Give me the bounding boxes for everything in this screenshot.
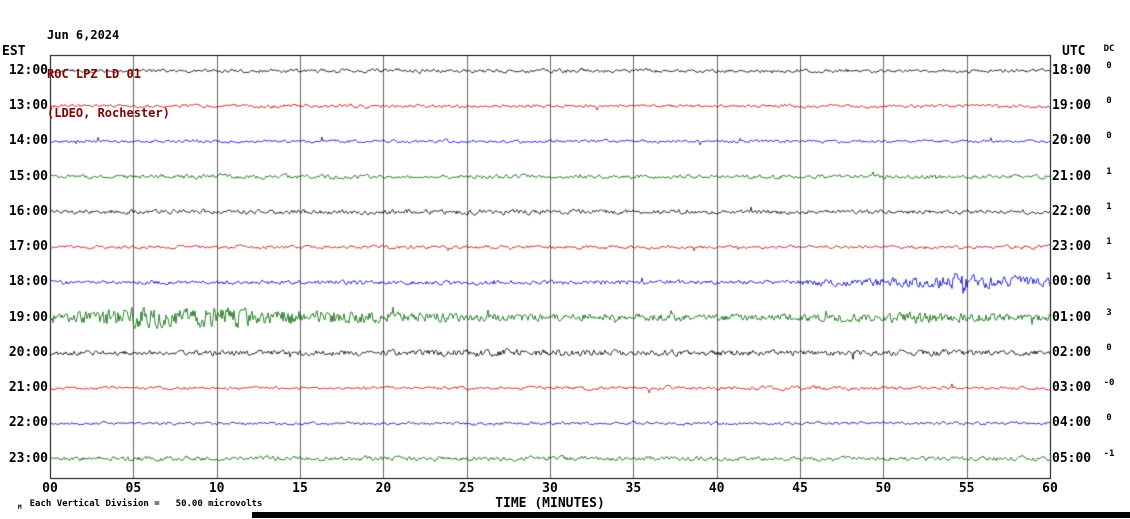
x-tick-label: 35 bbox=[625, 481, 642, 496]
dc-value: 1 bbox=[1106, 201, 1112, 212]
utc-time-label: 21:00 bbox=[1052, 168, 1092, 184]
header-station: ROC LPZ LD 01 bbox=[47, 67, 141, 81]
est-time-label: 17:00 bbox=[8, 239, 48, 255]
dc-value: 1 bbox=[1106, 272, 1112, 283]
bottom-rule bbox=[252, 512, 1130, 518]
left-axis-label: EST bbox=[2, 44, 26, 59]
utc-time-label: 04:00 bbox=[1052, 415, 1092, 431]
header: Jun 6,2024 ROC LPZ LD 01 (LDEO, Rocheste… bbox=[47, 3, 170, 146]
est-time-label: 12:00 bbox=[8, 62, 48, 78]
dc-value: -0 bbox=[1103, 378, 1115, 389]
x-tick-label: 05 bbox=[125, 481, 142, 496]
est-time-label: 14:00 bbox=[8, 133, 48, 149]
dc-column-header: DC bbox=[1103, 44, 1115, 54]
dc-value: 1 bbox=[1106, 237, 1112, 248]
x-tick-label: 40 bbox=[708, 481, 725, 496]
est-time-label: 16:00 bbox=[8, 203, 48, 219]
vertical-division-value: 50.00 microvolts bbox=[175, 499, 263, 509]
est-time-label: 19:00 bbox=[8, 309, 48, 325]
footer-mark: M bbox=[18, 503, 22, 511]
x-tick-label: 50 bbox=[875, 481, 892, 496]
dc-value: 1 bbox=[1106, 166, 1112, 177]
vertical-division-label: Each Vertical Division = bbox=[29, 499, 160, 509]
utc-time-label: 23:00 bbox=[1052, 239, 1092, 255]
x-tick-label: 15 bbox=[292, 481, 308, 496]
x-tick-label: 10 bbox=[208, 481, 225, 496]
est-time-label: 20:00 bbox=[8, 344, 48, 360]
x-tick-label: 30 bbox=[542, 481, 558, 496]
utc-time-label: 05:00 bbox=[1052, 450, 1092, 466]
est-time-label: 18:00 bbox=[8, 274, 48, 290]
x-tick-label: 55 bbox=[958, 481, 975, 496]
est-time-label: 23:00 bbox=[8, 450, 48, 466]
x-tick-label: 00 bbox=[42, 481, 58, 496]
x-axis-title: TIME (MINUTES) bbox=[495, 496, 605, 511]
est-time-label: 21:00 bbox=[8, 380, 48, 396]
dc-value: 3 bbox=[1106, 307, 1112, 318]
dc-value: -1 bbox=[1103, 448, 1115, 459]
dc-value: 0 bbox=[1106, 96, 1112, 107]
dc-value: 0 bbox=[1106, 131, 1112, 142]
utc-time-label: 03:00 bbox=[1052, 380, 1092, 396]
utc-time-label: 19:00 bbox=[1052, 98, 1092, 114]
utc-time-label: 02:00 bbox=[1052, 344, 1092, 360]
right-axis-label: UTC bbox=[1062, 44, 1086, 59]
x-tick-label: 45 bbox=[792, 481, 808, 496]
x-tick-label: 20 bbox=[375, 481, 392, 496]
footer: M Each Vertical Division = 50.00 microvolt… bbox=[18, 499, 262, 511]
x-tick-label: 25 bbox=[458, 481, 475, 496]
utc-time-label: 00:00 bbox=[1052, 274, 1092, 290]
header-date: Jun 6,2024 bbox=[47, 28, 120, 42]
utc-time-label: 20:00 bbox=[1052, 133, 1092, 149]
utc-time-label: 22:00 bbox=[1052, 203, 1092, 219]
dc-value: 0 bbox=[1106, 342, 1112, 353]
est-time-label: 13:00 bbox=[8, 98, 48, 114]
utc-time-label: 01:00 bbox=[1052, 309, 1092, 325]
header-location: (LDEO, Rochester) bbox=[47, 106, 170, 120]
utc-time-label: 18:00 bbox=[1052, 62, 1092, 78]
x-tick-label: 60 bbox=[1042, 481, 1058, 496]
dc-value: 0 bbox=[1106, 413, 1112, 424]
est-time-label: 15:00 bbox=[8, 168, 48, 184]
dc-value: 0 bbox=[1106, 60, 1112, 71]
est-time-label: 22:00 bbox=[8, 415, 48, 431]
